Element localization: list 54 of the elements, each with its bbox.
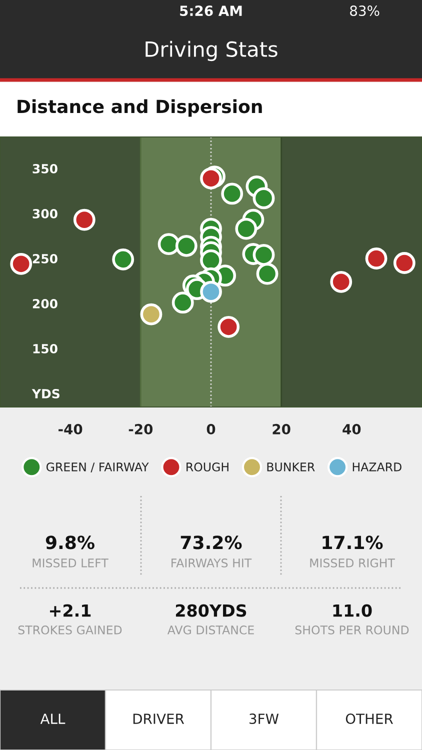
legend-label: ROUGH: [186, 462, 228, 472]
point: [330, 270, 352, 293]
text: SHOTS PER ROUND: [295, 625, 409, 634]
x-tick-label: 0: [206, 424, 216, 434]
point: [140, 303, 162, 326]
point: [200, 280, 222, 303]
chart-subtitle: Distance and Dispersion: [18, 99, 262, 117]
point: [393, 252, 416, 274]
point: [252, 244, 275, 266]
x-tick-label: -20: [128, 424, 153, 434]
text: FAIRWAYS HIT: [172, 558, 252, 568]
text: 73.2%: [180, 536, 242, 550]
point: [73, 208, 96, 231]
text: OTHER: [346, 714, 393, 724]
text: AVG DISTANCE: [167, 625, 254, 634]
legend-label: GREEN / FAIRWAY: [46, 462, 149, 472]
x-tick-label: -40: [58, 424, 82, 434]
text: DRIVER: [133, 714, 184, 724]
point: [235, 218, 258, 240]
point: [158, 233, 180, 256]
y-tick-label: 250: [32, 254, 58, 264]
point: [112, 248, 134, 270]
y-tick-label: 150: [33, 344, 58, 354]
y-tick-label: 200: [32, 298, 58, 308]
text: 3FW: [250, 714, 279, 724]
y-tick-label: 300: [32, 208, 58, 218]
text: 17.1%: [322, 536, 383, 550]
point: [175, 234, 198, 257]
x-tick-label: 20: [272, 424, 290, 434]
text: +2.1: [50, 604, 91, 617]
x-tick-label: 40: [342, 424, 361, 434]
point: [200, 249, 222, 272]
point: [10, 252, 32, 275]
text: 5:26 AM: [180, 6, 242, 16]
point: [252, 187, 275, 210]
y-tick-label: YDS: [32, 388, 60, 398]
text: MISSED RIGHT: [310, 558, 395, 568]
point: [221, 182, 244, 205]
legend-label: HAZARD: [352, 462, 402, 472]
text: 9.8%: [46, 536, 94, 550]
legend-label: BUNKER: [267, 462, 315, 472]
y-tick-label: 350: [32, 164, 58, 174]
point: [218, 316, 240, 338]
point: [200, 167, 222, 190]
point: [365, 248, 388, 270]
point: [172, 292, 194, 314]
text: 280YDS: [176, 604, 246, 617]
text: 11.0: [333, 604, 372, 617]
text: STROKES GAINED: [18, 625, 122, 634]
point: [256, 262, 278, 285]
text: 83%: [350, 6, 380, 16]
text: MISSED LEFT: [32, 558, 108, 568]
chart-title: Driving Stats: [146, 40, 278, 62]
text: ALL: [40, 714, 66, 724]
